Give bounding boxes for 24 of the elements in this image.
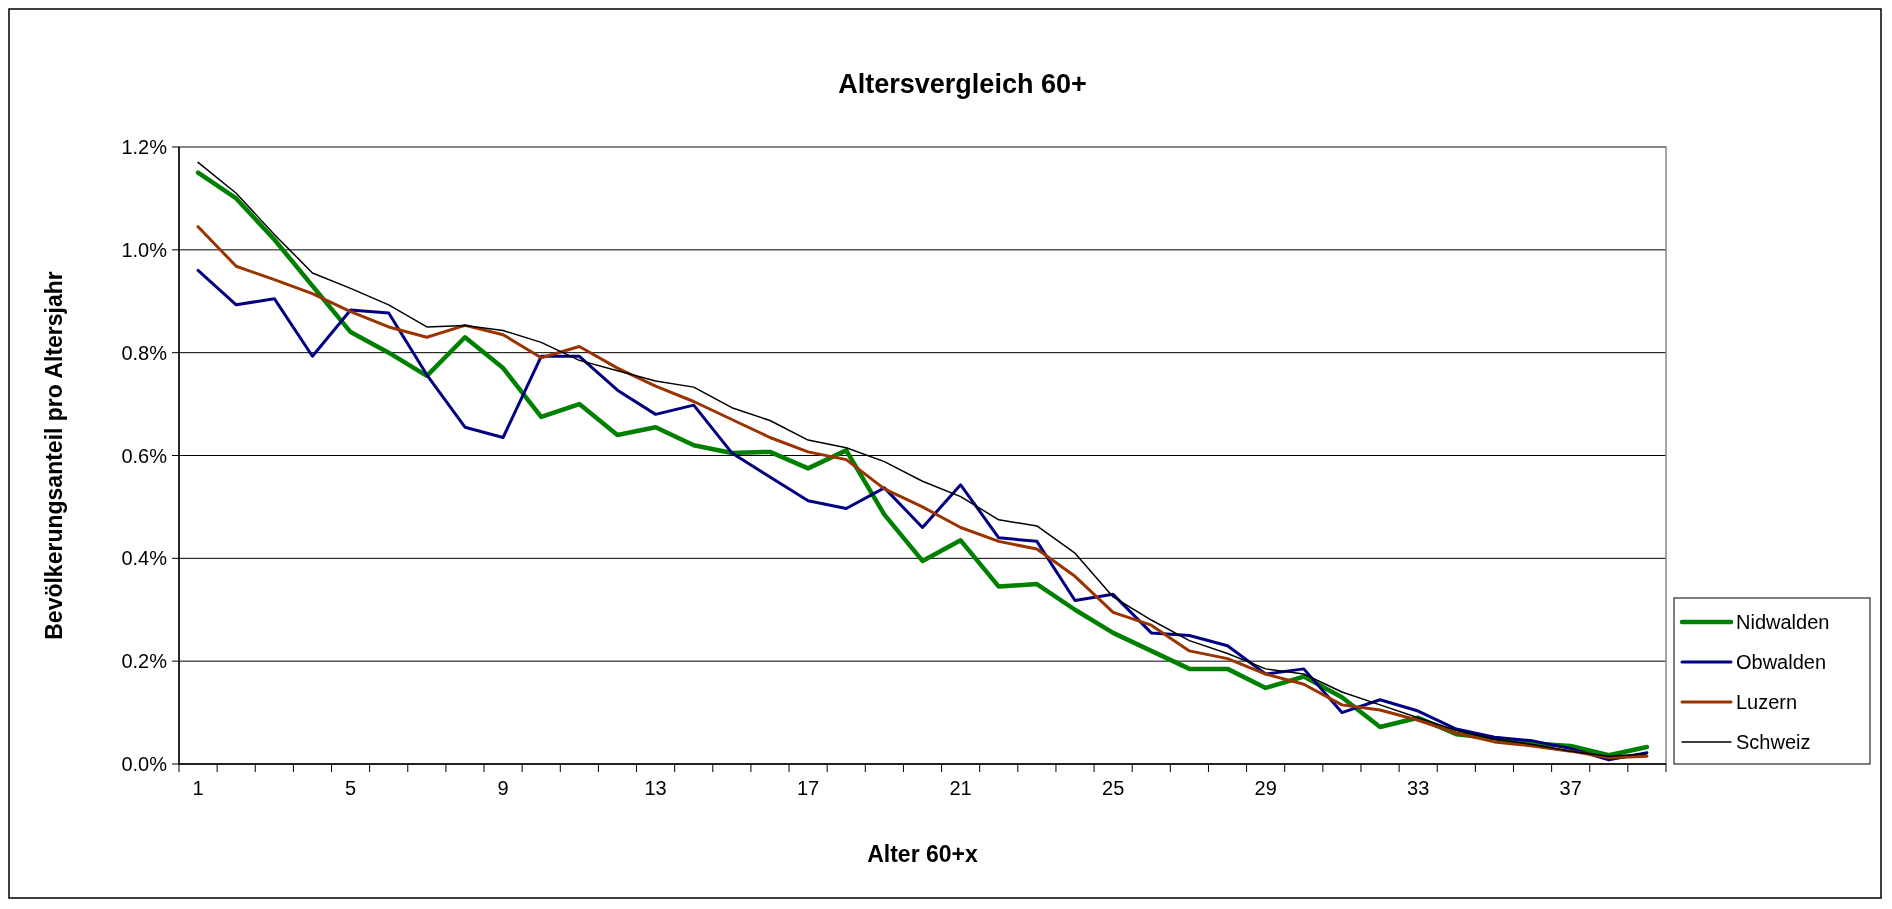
x-tick-label: 1 — [192, 777, 204, 799]
x-tick-label: 13 — [644, 777, 667, 799]
legend-label: Obwalden — [1736, 651, 1827, 673]
x-tick-label: 33 — [1407, 777, 1430, 799]
y-tick-label: 0.4% — [121, 547, 168, 570]
x-tick-label: 21 — [949, 777, 972, 799]
x-tick-label: 25 — [1102, 777, 1125, 799]
x-tick-label: 29 — [1254, 777, 1277, 799]
y-tick-label: 1.0% — [121, 238, 168, 261]
x-axis-title: Alter 60+x — [867, 841, 978, 867]
legend-label: Schweiz — [1736, 731, 1811, 753]
x-tick-label: 17 — [796, 777, 820, 799]
x-tick-label: 9 — [497, 777, 509, 799]
y-tick-label: 0.8% — [121, 341, 168, 364]
chart-title: Altersvergleich 60+ — [838, 69, 1087, 99]
y-axis-title: Bevölkerungsanteil pro Altersjahr — [41, 271, 67, 640]
y-tick-label: 0.0% — [121, 753, 168, 775]
legend-label: Nidwalden — [1736, 611, 1830, 633]
y-tick-label: 1.2% — [121, 136, 168, 158]
legend-label: Luzern — [1736, 691, 1798, 713]
x-tick-label: 5 — [345, 777, 357, 799]
y-tick-label: 0.6% — [121, 444, 168, 467]
x-tick-label: 37 — [1559, 777, 1582, 799]
y-tick-label: 0.2% — [121, 650, 168, 673]
